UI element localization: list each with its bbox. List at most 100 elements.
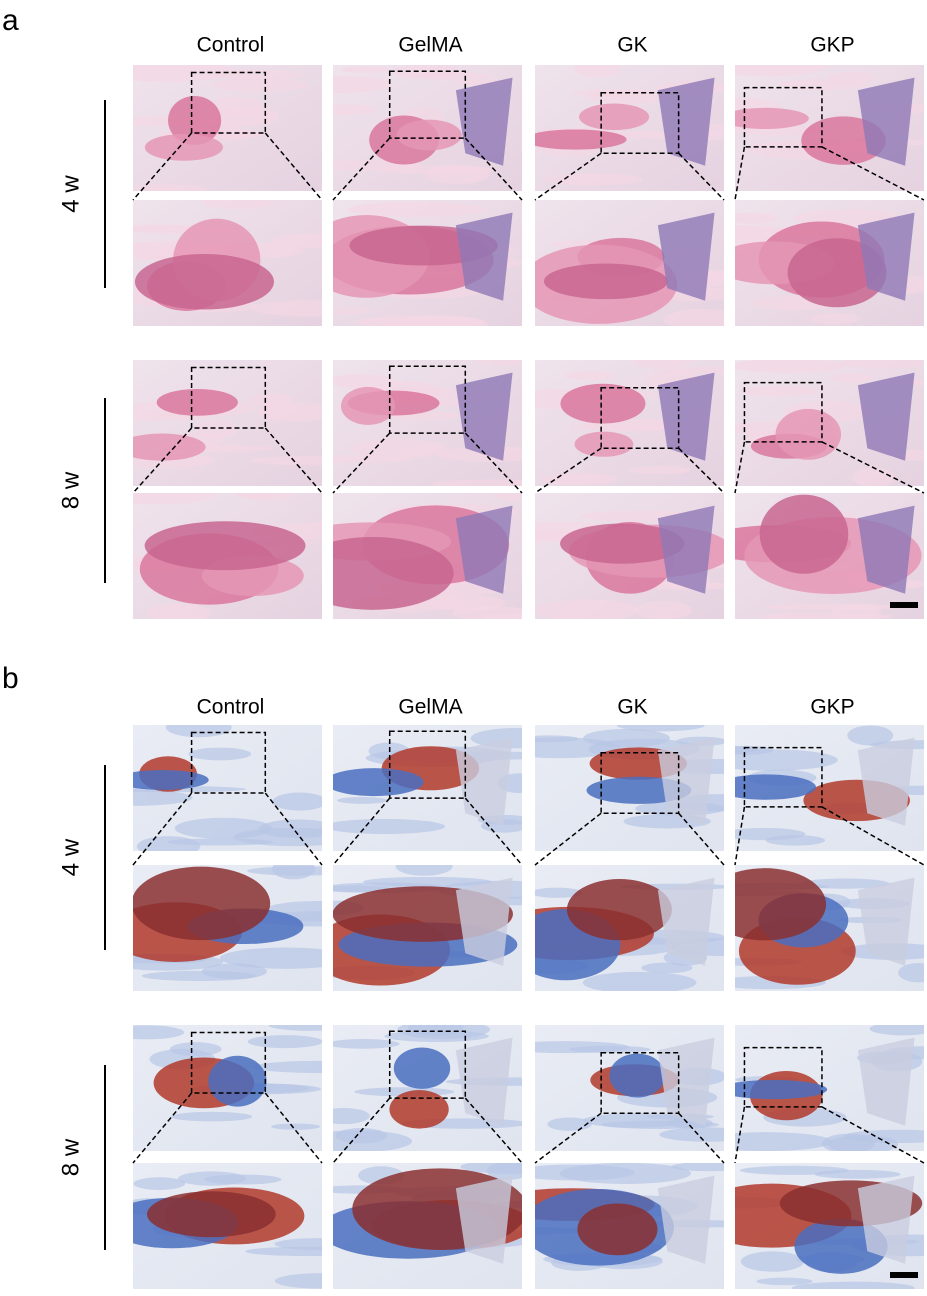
fibre xyxy=(333,818,446,834)
zoom-line xyxy=(534,812,602,866)
zoom-line xyxy=(534,152,602,201)
tissue xyxy=(133,433,206,461)
tissue xyxy=(133,866,271,941)
zoom-line xyxy=(264,1092,323,1164)
column-header: GelMA xyxy=(398,34,462,57)
image-content xyxy=(333,65,522,191)
image-content xyxy=(735,725,924,851)
fibre xyxy=(898,963,924,983)
fibre xyxy=(671,1163,724,1172)
fibre xyxy=(247,1035,322,1049)
image-content xyxy=(735,493,924,619)
zoom-box xyxy=(743,381,823,443)
fibre xyxy=(268,1025,322,1031)
fibre xyxy=(484,613,522,619)
column-header: Control xyxy=(197,34,265,57)
fibre xyxy=(535,1164,635,1181)
overview-image xyxy=(535,725,724,851)
zoom-image xyxy=(333,493,522,619)
fibre xyxy=(547,1117,593,1131)
tissue xyxy=(560,383,646,424)
zoom-line xyxy=(734,146,746,201)
scaffold xyxy=(857,737,915,826)
fibre xyxy=(372,165,497,174)
zoom-image xyxy=(735,1163,924,1289)
fibre xyxy=(735,749,838,771)
zoom-image xyxy=(735,865,924,991)
scaffold xyxy=(455,877,513,966)
scaffold xyxy=(455,372,513,461)
scaffold xyxy=(857,372,915,461)
scale-bar xyxy=(890,1272,918,1278)
fibre xyxy=(133,493,216,505)
image-content xyxy=(333,1163,522,1289)
scaffold xyxy=(455,212,513,301)
fibre xyxy=(740,385,818,397)
image-content xyxy=(535,1163,724,1289)
zoom-box xyxy=(743,1046,823,1108)
zoom-image xyxy=(535,1163,724,1289)
zoom-line xyxy=(678,1112,725,1164)
scaffold xyxy=(857,1175,915,1264)
overview-image xyxy=(333,1025,522,1151)
image-content xyxy=(535,65,724,191)
fibre xyxy=(188,747,252,761)
zoom-line xyxy=(464,1097,523,1164)
fibre xyxy=(810,313,860,325)
image-content xyxy=(133,1163,322,1289)
zoom-line xyxy=(821,1106,925,1164)
zoom-box xyxy=(388,730,467,799)
column-header: GK xyxy=(617,696,647,719)
fibre xyxy=(564,371,617,381)
overview-image xyxy=(133,1025,322,1151)
fibre xyxy=(146,603,211,619)
tissue xyxy=(579,103,650,131)
zoom-image xyxy=(333,200,522,326)
fibre xyxy=(641,962,693,974)
fibre xyxy=(791,1281,915,1289)
fibre xyxy=(847,725,894,746)
overview-image xyxy=(735,360,924,486)
zoom-box xyxy=(388,70,467,139)
fibre xyxy=(633,601,693,619)
zoom-box xyxy=(600,91,680,154)
fibre xyxy=(171,1111,253,1122)
image-content xyxy=(133,200,322,326)
fibre xyxy=(141,970,257,982)
tissue xyxy=(168,96,222,145)
image-content xyxy=(735,360,924,486)
image-content xyxy=(133,865,322,991)
image-content xyxy=(333,1025,522,1151)
fibre xyxy=(583,728,670,748)
overview-image xyxy=(735,1025,924,1151)
image-content xyxy=(133,493,322,619)
column-header: GKP xyxy=(810,696,854,719)
fibre xyxy=(347,202,485,217)
scaffold xyxy=(657,372,715,461)
tissue xyxy=(147,1191,276,1238)
zoom-line xyxy=(678,447,725,494)
fibre xyxy=(628,465,691,475)
zoom-image xyxy=(535,865,724,991)
zoom-image xyxy=(535,200,724,326)
row-label: 4 w xyxy=(57,838,84,876)
fibre xyxy=(249,455,322,466)
zoom-box xyxy=(743,86,823,148)
zoom-box xyxy=(743,746,823,808)
fibre xyxy=(582,971,697,991)
zoom-line xyxy=(332,432,391,494)
zoom-box xyxy=(190,366,267,429)
fibre xyxy=(735,65,829,77)
tissue xyxy=(574,431,634,457)
fibre xyxy=(493,493,522,502)
tissue xyxy=(735,107,809,130)
row-label: 8 w xyxy=(57,1138,84,1176)
column-header: Control xyxy=(197,696,265,719)
fibre xyxy=(252,1060,322,1073)
fibre xyxy=(735,360,847,373)
fibre xyxy=(535,887,583,898)
fibre xyxy=(133,1025,185,1040)
tissue xyxy=(609,1053,666,1098)
tissue xyxy=(333,768,424,797)
fibre xyxy=(271,233,322,248)
